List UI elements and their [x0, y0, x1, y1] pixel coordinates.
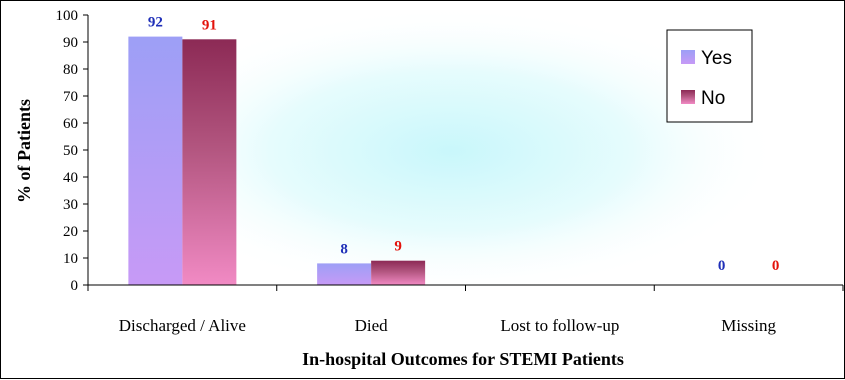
- bar-no-1: [371, 260, 426, 285]
- category-label: Lost to follow-up: [500, 316, 619, 335]
- legend-label-no: No: [701, 88, 725, 109]
- y-axis-ticks: 0 10 20 30 40 50 60 70 80 90 100: [56, 8, 88, 294]
- data-labels: 92 91 8 9 0 0: [148, 15, 780, 274]
- y-tick-label: 10: [63, 251, 78, 267]
- bars: [128, 36, 426, 285]
- y-tick-label: 90: [63, 35, 78, 51]
- y-axis-title: % of Patients: [14, 99, 34, 203]
- legend-swatch-no: [681, 90, 695, 104]
- data-label-yes-3: 0: [718, 258, 726, 274]
- y-tick-label: 80: [63, 62, 78, 78]
- y-tick-label: 60: [63, 116, 78, 132]
- data-label-no-0: 91: [202, 17, 217, 33]
- legend: Yes No: [666, 29, 753, 123]
- bar-yes-1: [317, 263, 372, 285]
- y-tick-label: 20: [63, 224, 78, 240]
- legend-label-yes: Yes: [701, 48, 732, 69]
- bar-yes-0: [128, 36, 183, 285]
- legend-box: [666, 29, 753, 123]
- y-tick-label: 0: [71, 278, 79, 294]
- data-label-yes-1: 8: [340, 241, 348, 257]
- category-labels: Discharged / Alive Died Lost to follow-up M…: [119, 316, 777, 335]
- data-label-no-3: 0: [772, 258, 780, 274]
- y-tick-label: 50: [63, 143, 78, 159]
- category-label: Discharged / Alive: [119, 316, 246, 335]
- legend-swatch-yes: [681, 50, 695, 64]
- y-tick-label: 30: [63, 197, 78, 213]
- y-tick-label: 100: [56, 8, 79, 24]
- category-label: Missing: [721, 316, 776, 335]
- plot-background-glow: [121, 6, 781, 296]
- data-label-yes-0: 92: [148, 15, 163, 31]
- y-tick-label: 70: [63, 89, 78, 105]
- x-axis-title: In-hospital Outcomes for STEMI Patients: [302, 349, 624, 369]
- y-tick-label: 40: [63, 170, 78, 186]
- bar-no-0: [182, 39, 237, 285]
- data-label-no-1: 9: [394, 239, 402, 255]
- category-label: Died: [355, 316, 389, 335]
- x-axis-ticks: [87, 285, 844, 291]
